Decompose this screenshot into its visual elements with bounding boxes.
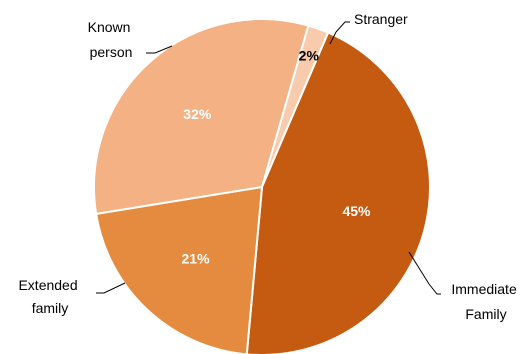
- percent-label-immediate-family: 45%: [342, 203, 371, 219]
- percent-label-known-person: 32%: [183, 106, 212, 122]
- pie-slice-immediate-family: [245, 31, 431, 354]
- immediate-leader-line: [408, 251, 441, 295]
- percent-label-stranger: 2%: [299, 48, 320, 64]
- label-extended-line1: Extended: [18, 277, 77, 293]
- label-known-person: Known person: [88, 19, 135, 60]
- label-known-line1: Known: [88, 19, 131, 35]
- extended-leader-line: [96, 282, 126, 294]
- label-known-line2: person: [90, 44, 133, 60]
- percent-labels: 2% 45% 21% 32%: [182, 48, 371, 267]
- label-extended-line2: family: [32, 300, 69, 316]
- pie-slice-extended-family: [95, 185, 264, 354]
- label-immediate-line2: Family: [465, 306, 506, 322]
- label-immediate-family: Immediate Family: [451, 281, 520, 322]
- stranger-leader-line: [329, 21, 350, 45]
- label-stranger: Stranger: [354, 11, 408, 27]
- label-extended-family: Extended family: [18, 277, 81, 316]
- pie-slices: [93, 18, 431, 354]
- label-immediate-line1: Immediate: [451, 281, 517, 297]
- percent-label-extended-family: 21%: [182, 250, 211, 266]
- label-stranger-line1: Stranger: [354, 11, 408, 27]
- pie-slice-known-person: [93, 18, 310, 216]
- known-leader-line: [146, 45, 173, 54]
